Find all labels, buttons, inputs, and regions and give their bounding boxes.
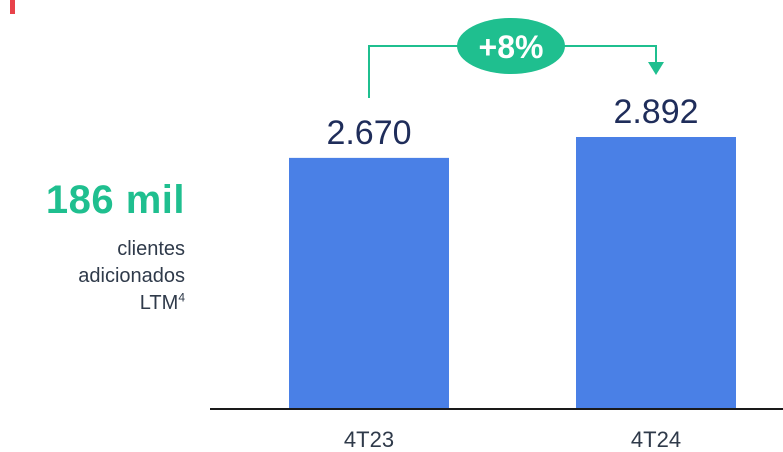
kpi-description: clientes adicionados LTM4 <box>25 236 185 317</box>
footnote-marker: 4 <box>178 290 185 305</box>
growth-badge-label: +8% <box>479 29 544 65</box>
category-label: 4T23 <box>344 427 394 452</box>
category-label: 4T24 <box>631 427 681 452</box>
kpi-desc-ltm: LTM <box>139 292 179 314</box>
arrow-down-icon <box>648 62 664 75</box>
bar-4t23 <box>289 157 449 409</box>
kpi-desc-line2: adicionados <box>78 265 185 287</box>
growth-badge <box>457 18 565 74</box>
bar-value-label: 2.670 <box>326 114 411 152</box>
bar-value-label: 2.892 <box>613 93 698 131</box>
bar-4t24 <box>576 137 736 409</box>
kpi-desc-line1: clientes <box>117 238 185 260</box>
kpi-value: 186 mil <box>45 178 185 222</box>
kpi-desc-line3: LTM4 <box>25 290 185 317</box>
corner-accent-mark <box>10 0 15 14</box>
